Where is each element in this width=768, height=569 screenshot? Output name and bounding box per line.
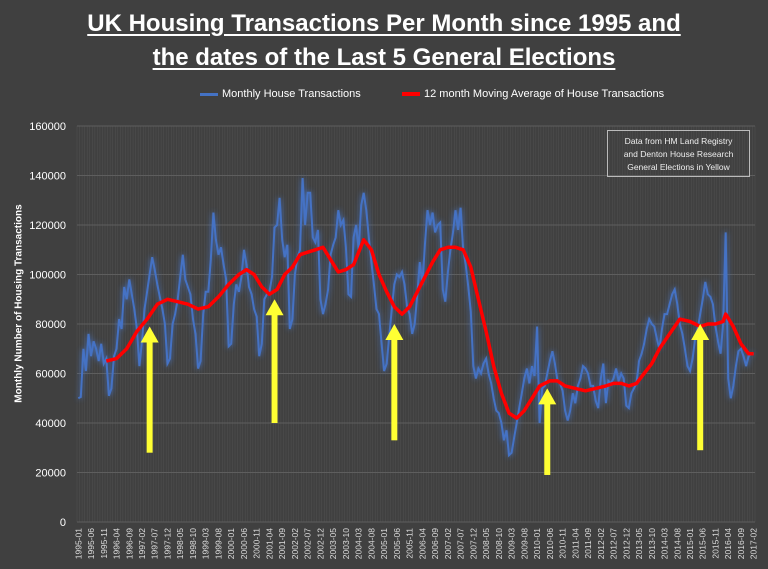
legend-label-moving-average: 12 month Moving Average of House Transac… [424,88,665,100]
x-tick-label: 2003-10 [341,528,351,559]
election-arrow [265,299,284,423]
monthly-transactions-line [77,177,754,458]
x-tick-label: 2016-04 [723,528,733,559]
x-tick-label: 2005-11 [405,528,415,559]
x-tick-label: 2010-06 [545,528,555,559]
x-tick-label: 2011-04 [570,528,580,559]
y-tick-label: 20000 [35,468,66,480]
legend-swatch-moving-average [402,92,420,96]
x-tick-label: 2007-02 [443,528,453,559]
y-axis-tick-labels: 0 20000 40000 60000 80000 100000 120000 140000 1… [29,121,66,529]
x-tick-label: 2015-01 [685,528,695,559]
election-arrow-shaft [271,313,278,423]
election-arrow-head [538,388,557,405]
y-tick-label: 120000 [29,220,66,232]
x-tick-label: 2007-12 [468,528,478,559]
y-tick-label: 60000 [35,369,66,381]
x-tick-label: 2000-11 [252,528,262,559]
x-tick-label: 2007-07 [456,528,466,559]
x-tick-label: 2011-09 [583,528,593,559]
y-tick-label: 140000 [29,171,66,183]
x-tick-label: 2009-03 [507,528,517,559]
legend-swatch-monthly [200,92,218,96]
election-arrow-head [265,299,284,316]
x-tick-label: 1995-01 [73,528,83,559]
data-source-note: Data from HM Land Registry and Denton Ho… [607,130,750,177]
x-tick-label: 2002-02 [290,528,300,559]
x-tick-label: 1996-04 [112,528,122,559]
x-tick-label: 2000-06 [239,528,249,559]
legend-label-monthly: Monthly House Transactions [222,88,361,100]
x-tick-label: 1996-09 [124,528,134,559]
election-arrow-shaft [544,402,551,475]
election-arrow-head [385,324,404,340]
x-tick-label: 2017-02 [749,528,759,559]
election-arrow-shaft [146,340,153,453]
chart-title-line-1: UK Housing Transactions Per Month since … [87,10,681,37]
election-arrow-head [691,324,710,340]
x-tick-label: 2002-12 [315,528,325,559]
x-tick-label: 2013-05 [634,528,644,559]
x-tick-label: 1998-05 [175,528,185,559]
election-arrow [385,324,404,441]
election-markers [140,299,710,475]
x-tick-label: 2013-10 [647,528,657,559]
x-tick-label: 1997-07 [150,528,160,559]
x-tick-label: 2015-06 [698,528,708,559]
y-tick-label: 40000 [35,418,66,430]
y-tick-label: 0 [60,517,66,529]
y-axis-label: Monthly Number of Housing Transactions [13,204,25,403]
x-tick-label: 2000-01 [226,528,236,559]
x-tick-label: 2012-12 [621,528,631,559]
x-tick-label: 2004-08 [366,528,376,559]
moving-average-line [105,238,754,420]
x-tick-label: 2008-05 [481,528,491,559]
election-arrow-head [140,326,159,343]
legend-item-monthly: Monthly House Transactions [200,88,361,100]
note-line-2: and Denton House Research [623,149,734,159]
x-tick-label: 1998-10 [188,528,198,559]
x-tick-label: 2010-11 [558,528,568,559]
x-tick-label: 2012-02 [596,528,606,559]
x-tick-label: 2010-01 [532,528,542,559]
note-line-1: Data from HM Land Registry [624,136,733,146]
x-tick-label: 2015-11 [710,528,720,559]
x-tick-label: 2005-06 [392,528,402,559]
x-tick-label: 1997-02 [137,528,147,559]
election-arrow [140,326,159,453]
y-tick-label: 100000 [29,270,66,282]
x-axis-tick-labels: 1995-01 1995-06 1995-11 1996-04 1996-09 1997-… [73,528,758,559]
note-line-3: General Elections in Yellow [627,162,730,172]
x-tick-label: 1999-08 [213,528,223,559]
y-tick-label: 160000 [29,121,66,133]
x-tick-label: 2005-01 [379,528,389,559]
election-arrow-shaft [391,338,398,441]
x-tick-label: 1995-06 [86,528,96,559]
x-tick-label: 2001-09 [277,528,287,559]
x-tick-label: 1995-11 [99,528,109,559]
election-arrow-shaft [697,338,704,451]
legend-item-moving-average: 12 month Moving Average of House Transac… [402,88,664,100]
x-tick-label: 2012-07 [609,528,619,559]
x-tick-label: 2014-03 [660,528,670,559]
election-arrow [538,388,557,475]
election-arrow [691,324,710,451]
x-tick-label: 1999-03 [201,528,211,559]
x-tick-label: 2006-09 [430,528,440,559]
x-tick-label: 2009-08 [519,528,529,559]
x-tick-label: 2016-09 [736,528,746,559]
x-tick-label: 2004-03 [354,528,364,559]
x-tick-label: 2014-08 [672,528,682,559]
x-tick-label: 2001-04 [264,528,274,559]
x-tick-label: 2002-07 [303,528,313,559]
x-tick-label: 1997-12 [162,528,172,559]
x-tick-label: 2008-10 [494,528,504,559]
y-tick-label: 80000 [35,319,66,331]
x-tick-label: 2006-04 [417,528,427,559]
x-tick-label: 2003-05 [328,528,338,559]
chart-title-line-2: the dates of the Last 5 General Election… [152,44,616,71]
